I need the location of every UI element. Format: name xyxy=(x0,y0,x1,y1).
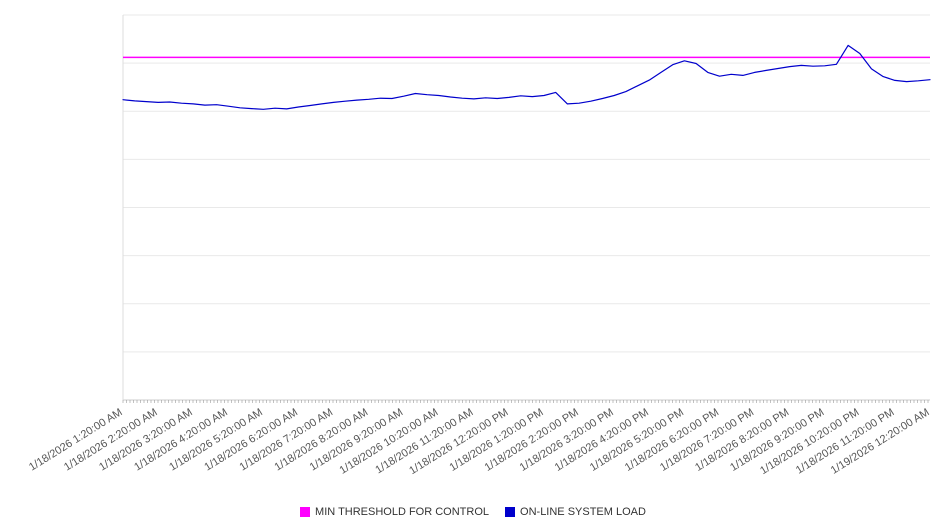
legend-label-system-load: ON-LINE SYSTEM LOAD xyxy=(520,506,646,518)
legend-item-system-load[interactable]: ON-LINE SYSTEM LOAD xyxy=(505,506,646,518)
legend-item-min-threshold[interactable]: MIN THRESHOLD FOR CONTROL xyxy=(300,506,489,518)
legend-label-min-threshold: MIN THRESHOLD FOR CONTROL xyxy=(315,506,490,518)
legend-swatch-blue xyxy=(505,507,516,517)
legend-swatch-magenta xyxy=(300,507,311,517)
line-chart: 1/18/2026 1:20:00 AM1/18/2026 2:20:00 AM… xyxy=(27,14,932,477)
chart-legend: MIN THRESHOLD FOR CONTROL ON-LINE SYSTEM… xyxy=(0,506,946,518)
